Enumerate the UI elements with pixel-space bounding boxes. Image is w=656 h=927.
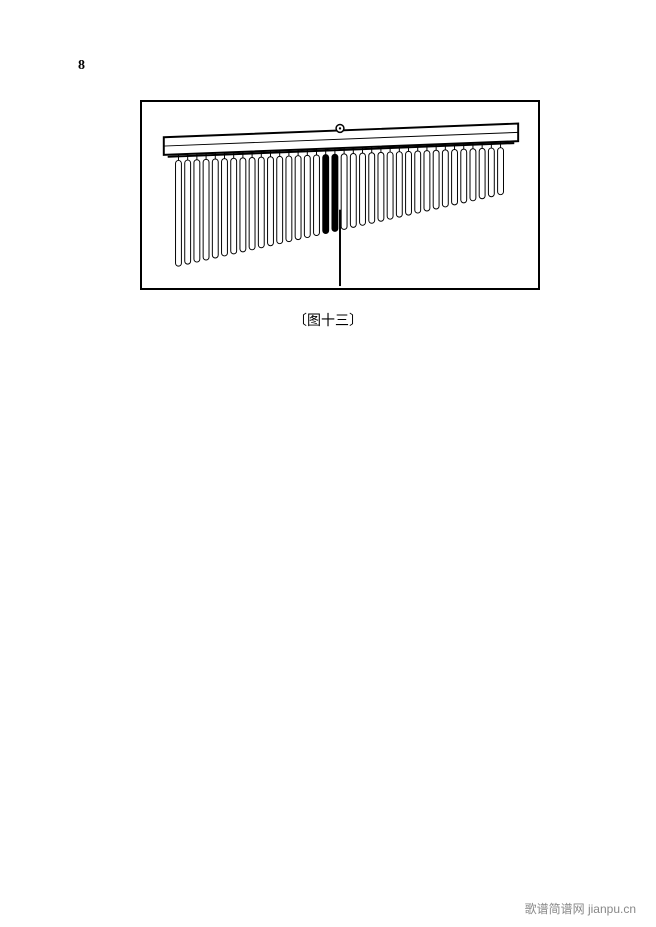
watermark: 歌谱简谱网 jianpu.cn <box>525 900 636 917</box>
page-number: 8 <box>78 58 85 74</box>
figure-frame <box>140 100 540 290</box>
document-page: 8 〔图十三〕 歌谱简谱网 jianpu.cn <box>0 0 656 927</box>
figure-caption: 〔图十三〕 <box>0 310 656 330</box>
chimes-diagram <box>142 102 538 288</box>
